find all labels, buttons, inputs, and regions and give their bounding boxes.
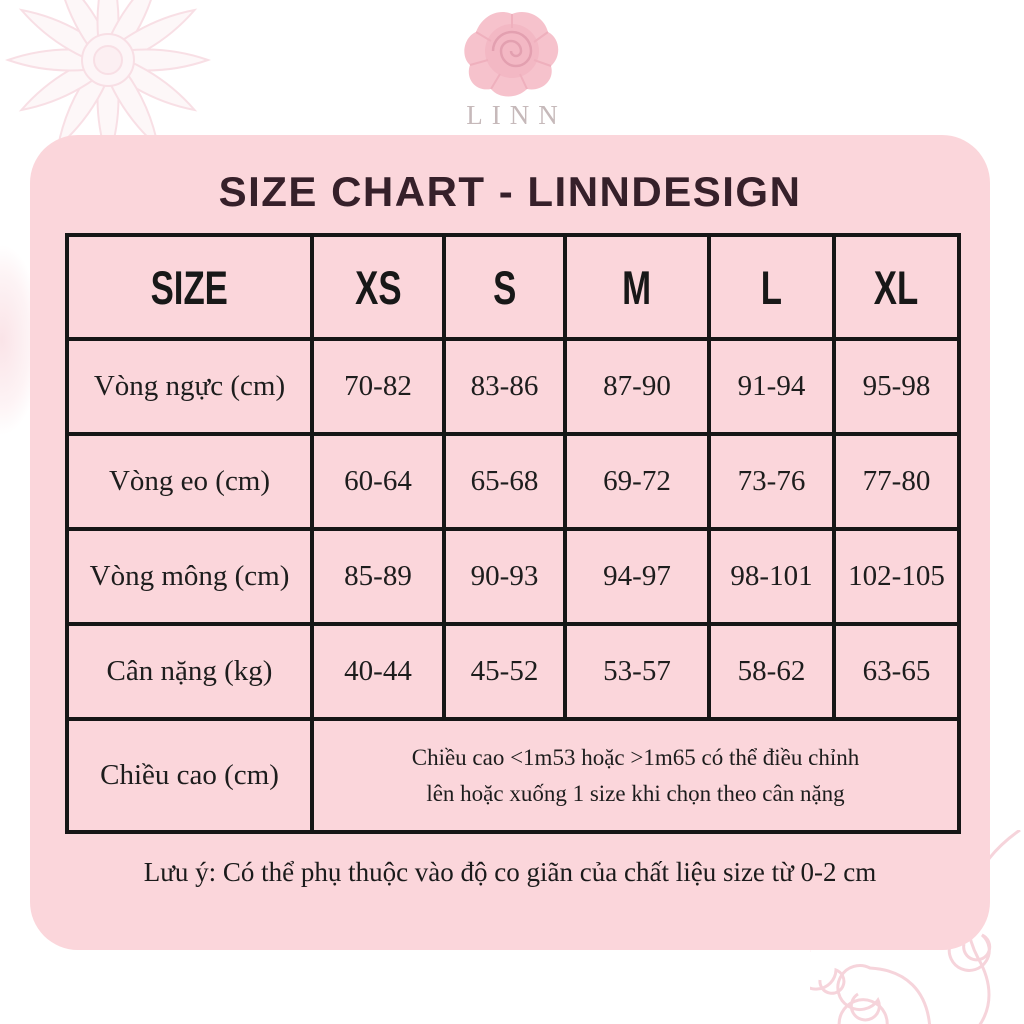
cell-value: 91-94 xyxy=(707,337,836,436)
cell-value: 98-101 xyxy=(707,527,836,626)
row-label: Chiều cao (cm) xyxy=(65,717,314,834)
table-header-row: SIZE XS S M L XL xyxy=(65,233,961,341)
cell-value: 87-90 xyxy=(563,337,711,436)
size-chart-table: SIZE XS S M L XL Vòng ngực (cm) 70-82 83… xyxy=(65,233,961,834)
cell-value: 73-76 xyxy=(707,432,836,531)
cell-value: 83-86 xyxy=(442,337,567,436)
column-header-label: XL xyxy=(874,260,919,314)
table-row-height: Chiều cao (cm) Chiều cao <1m53 hoặc >1m6… xyxy=(65,717,961,834)
column-header-label: S xyxy=(492,260,517,314)
row-label: Vòng eo (cm) xyxy=(65,432,314,531)
column-header-label: XS xyxy=(354,260,402,314)
row-label: Vòng ngực (cm) xyxy=(65,337,314,436)
footer-note: Lưu ý: Có thể phụ thuộc vào độ co giãn c… xyxy=(143,857,877,887)
cell-value: 94-97 xyxy=(563,527,711,626)
row-label: Cân nặng (kg) xyxy=(65,622,314,721)
table-row-waist: Vòng eo (cm) 60-64 65-68 69-72 73-76 77-… xyxy=(65,432,961,531)
cell-value: 70-82 xyxy=(310,337,446,436)
cell-value: 65-68 xyxy=(442,432,567,531)
cell-value: 102-105 xyxy=(832,527,961,626)
cell-value: 63-65 xyxy=(832,622,961,721)
page-title: SIZE CHART - LINNDESIGN xyxy=(218,168,802,215)
cell-value: 58-62 xyxy=(707,622,836,721)
rose-icon xyxy=(464,12,559,97)
cell-value: 45-52 xyxy=(442,622,567,721)
brand-name-text: LINN xyxy=(466,100,567,130)
cell-value: 69-72 xyxy=(563,432,711,531)
column-header-s: S xyxy=(442,233,567,341)
cell-value: 60-64 xyxy=(310,432,446,531)
cell-value: 85-89 xyxy=(310,527,446,626)
cell-value: 77-80 xyxy=(832,432,961,531)
column-header-size: SIZE xyxy=(65,233,314,341)
height-note-cell: Chiều cao <1m53 hoặc >1m65 có thể điều c… xyxy=(310,717,961,834)
row-label: Vòng mông (cm) xyxy=(65,527,314,626)
cell-value: 40-44 xyxy=(310,622,446,721)
size-chart-panel: SIZE CHART - LINNDESIGN SIZE XS S M L XL… xyxy=(30,135,990,950)
brand-logo: LINN xyxy=(0,8,1024,131)
column-header-m: M xyxy=(563,233,711,341)
column-header-xl: XL xyxy=(832,233,961,341)
column-header-xs: XS xyxy=(310,233,446,341)
cell-value: 90-93 xyxy=(442,527,567,626)
column-header-label: SIZE xyxy=(150,260,229,314)
column-header-l: L xyxy=(707,233,836,341)
table-row-bust: Vòng ngực (cm) 70-82 83-86 87-90 91-94 9… xyxy=(65,337,961,436)
height-note-line1: Chiều cao <1m53 hoặc >1m65 có thể điều c… xyxy=(411,744,860,770)
column-header-label: M xyxy=(622,260,652,314)
cell-value: 95-98 xyxy=(832,337,961,436)
column-header-label: L xyxy=(760,260,783,314)
table-row-weight: Cân nặng (kg) 40-44 45-52 53-57 58-62 63… xyxy=(65,622,961,721)
table-row-hip: Vòng mông (cm) 85-89 90-93 94-97 98-101 … xyxy=(65,527,961,626)
cell-value: 53-57 xyxy=(563,622,711,721)
height-note-line2: lên hoặc xuống 1 size khi chọn theo cân … xyxy=(426,780,845,806)
